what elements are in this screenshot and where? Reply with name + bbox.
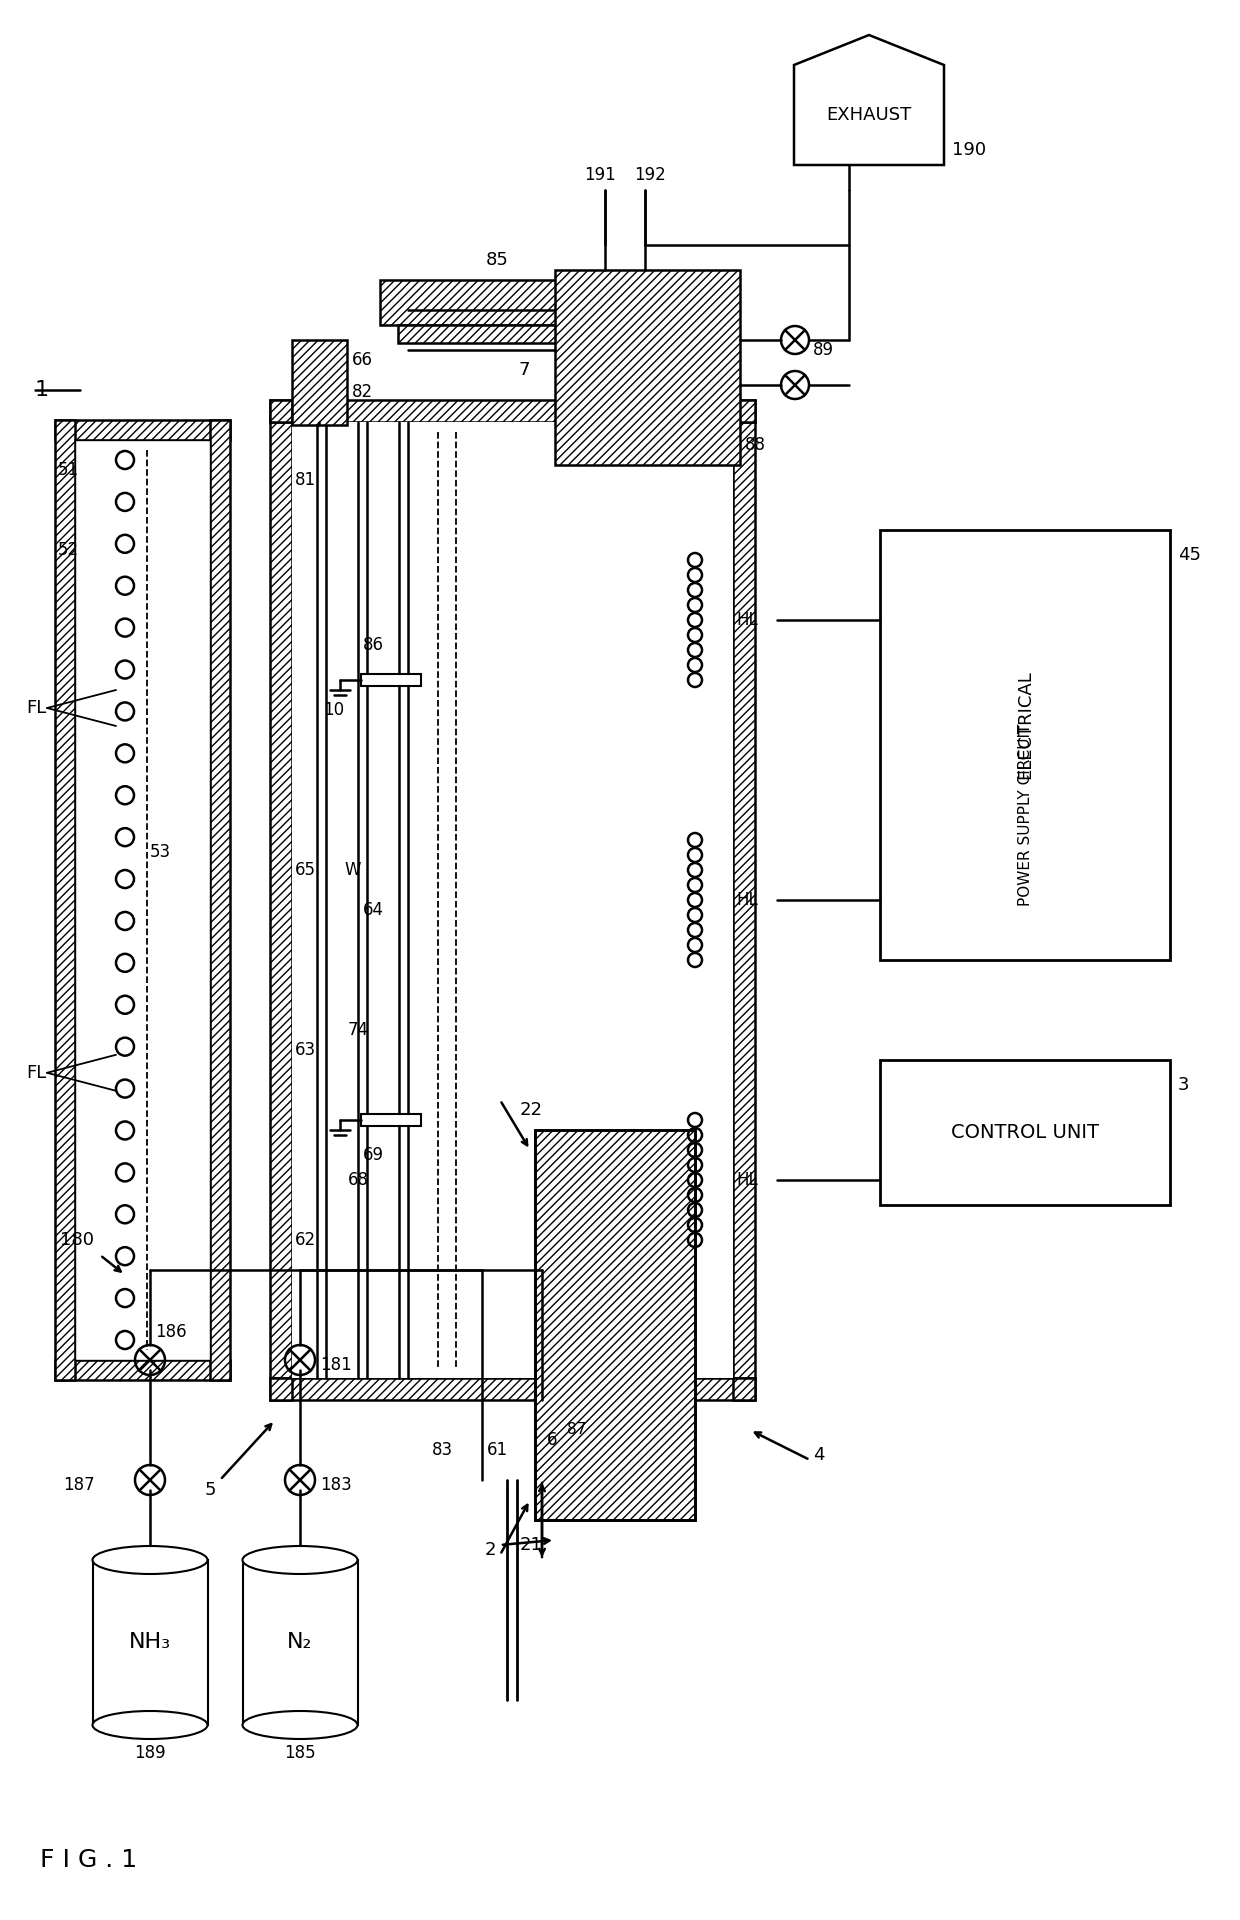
Text: 187: 187	[63, 1476, 95, 1494]
Text: F I G . 1: F I G . 1	[40, 1847, 138, 1872]
Bar	[270, 399, 755, 422]
Bar	[93, 1559, 208, 1724]
Text: 7: 7	[518, 361, 529, 378]
Bar	[379, 280, 615, 324]
Bar	[270, 399, 291, 422]
Bar	[291, 340, 347, 424]
Text: 192: 192	[634, 165, 666, 184]
Bar	[398, 324, 596, 344]
Text: 2: 2	[485, 1542, 496, 1559]
Text: 53: 53	[150, 843, 171, 860]
Text: 62: 62	[295, 1231, 316, 1250]
Text: 10: 10	[322, 701, 345, 718]
Ellipse shape	[243, 1546, 357, 1574]
Bar	[733, 422, 755, 1379]
Bar	[55, 420, 74, 1380]
Text: W: W	[343, 860, 361, 879]
Text: 191: 191	[584, 165, 616, 184]
Text: NH₃: NH₃	[129, 1632, 171, 1651]
Bar	[361, 674, 422, 685]
Text: 87: 87	[567, 1423, 587, 1438]
Text: FL: FL	[27, 699, 47, 716]
Bar	[270, 1379, 291, 1400]
Bar	[534, 1131, 694, 1521]
Text: 6: 6	[547, 1430, 558, 1450]
Bar	[55, 420, 229, 440]
Text: 1: 1	[35, 380, 50, 399]
Ellipse shape	[93, 1711, 207, 1740]
Text: 189: 189	[134, 1743, 166, 1763]
Text: 66: 66	[352, 351, 373, 369]
Text: 22: 22	[520, 1100, 543, 1119]
Text: 51: 51	[58, 461, 79, 478]
Text: 4: 4	[813, 1446, 825, 1463]
Text: ELECTRICAL: ELECTRICAL	[1016, 670, 1034, 780]
Text: 86: 86	[363, 636, 384, 655]
Text: 186: 186	[155, 1323, 187, 1340]
Bar	[74, 440, 210, 1359]
Text: 190: 190	[952, 140, 986, 159]
Text: 88: 88	[745, 436, 766, 453]
Text: 61: 61	[487, 1442, 508, 1459]
Bar	[534, 1131, 694, 1521]
Bar	[733, 1379, 755, 1400]
Text: 81: 81	[295, 470, 316, 490]
Text: 180: 180	[60, 1231, 94, 1250]
Text: HL: HL	[737, 891, 758, 908]
Bar	[210, 420, 229, 1380]
Text: HL: HL	[737, 1171, 758, 1188]
Text: 185: 185	[284, 1743, 316, 1763]
Bar	[55, 1359, 229, 1380]
Text: 63: 63	[295, 1041, 316, 1060]
Text: CONTROL UNIT: CONTROL UNIT	[951, 1123, 1099, 1142]
Bar	[243, 1559, 358, 1724]
Text: 69: 69	[363, 1146, 384, 1164]
Ellipse shape	[243, 1711, 357, 1740]
Text: 89: 89	[813, 342, 835, 359]
Text: 3: 3	[1178, 1075, 1189, 1094]
Text: 83: 83	[432, 1442, 453, 1459]
Text: N₂: N₂	[288, 1632, 312, 1651]
Text: 64: 64	[363, 900, 384, 920]
Text: 82: 82	[352, 382, 373, 401]
Text: 181: 181	[320, 1356, 352, 1375]
Bar	[291, 422, 733, 1379]
Text: 74: 74	[348, 1021, 370, 1039]
Text: 85: 85	[486, 252, 508, 269]
Text: HL: HL	[737, 611, 758, 630]
Bar	[880, 1060, 1171, 1206]
Text: EXHAUST: EXHAUST	[826, 106, 911, 125]
Text: 65: 65	[295, 860, 316, 879]
Bar	[556, 271, 740, 465]
Bar	[733, 399, 755, 422]
Bar	[361, 1114, 422, 1125]
Text: 5: 5	[205, 1480, 217, 1500]
Text: FL: FL	[27, 1064, 47, 1081]
Text: 52: 52	[58, 541, 79, 559]
Text: POWER SUPPLY CIRCUIT: POWER SUPPLY CIRCUIT	[1018, 724, 1033, 906]
Bar	[270, 422, 291, 1379]
Text: 68: 68	[348, 1171, 370, 1188]
Polygon shape	[794, 35, 944, 165]
Text: 183: 183	[320, 1476, 352, 1494]
Ellipse shape	[93, 1546, 207, 1574]
Bar	[880, 530, 1171, 960]
Text: 21: 21	[520, 1536, 543, 1553]
Text: 45: 45	[1178, 545, 1202, 564]
Bar	[270, 1379, 755, 1400]
